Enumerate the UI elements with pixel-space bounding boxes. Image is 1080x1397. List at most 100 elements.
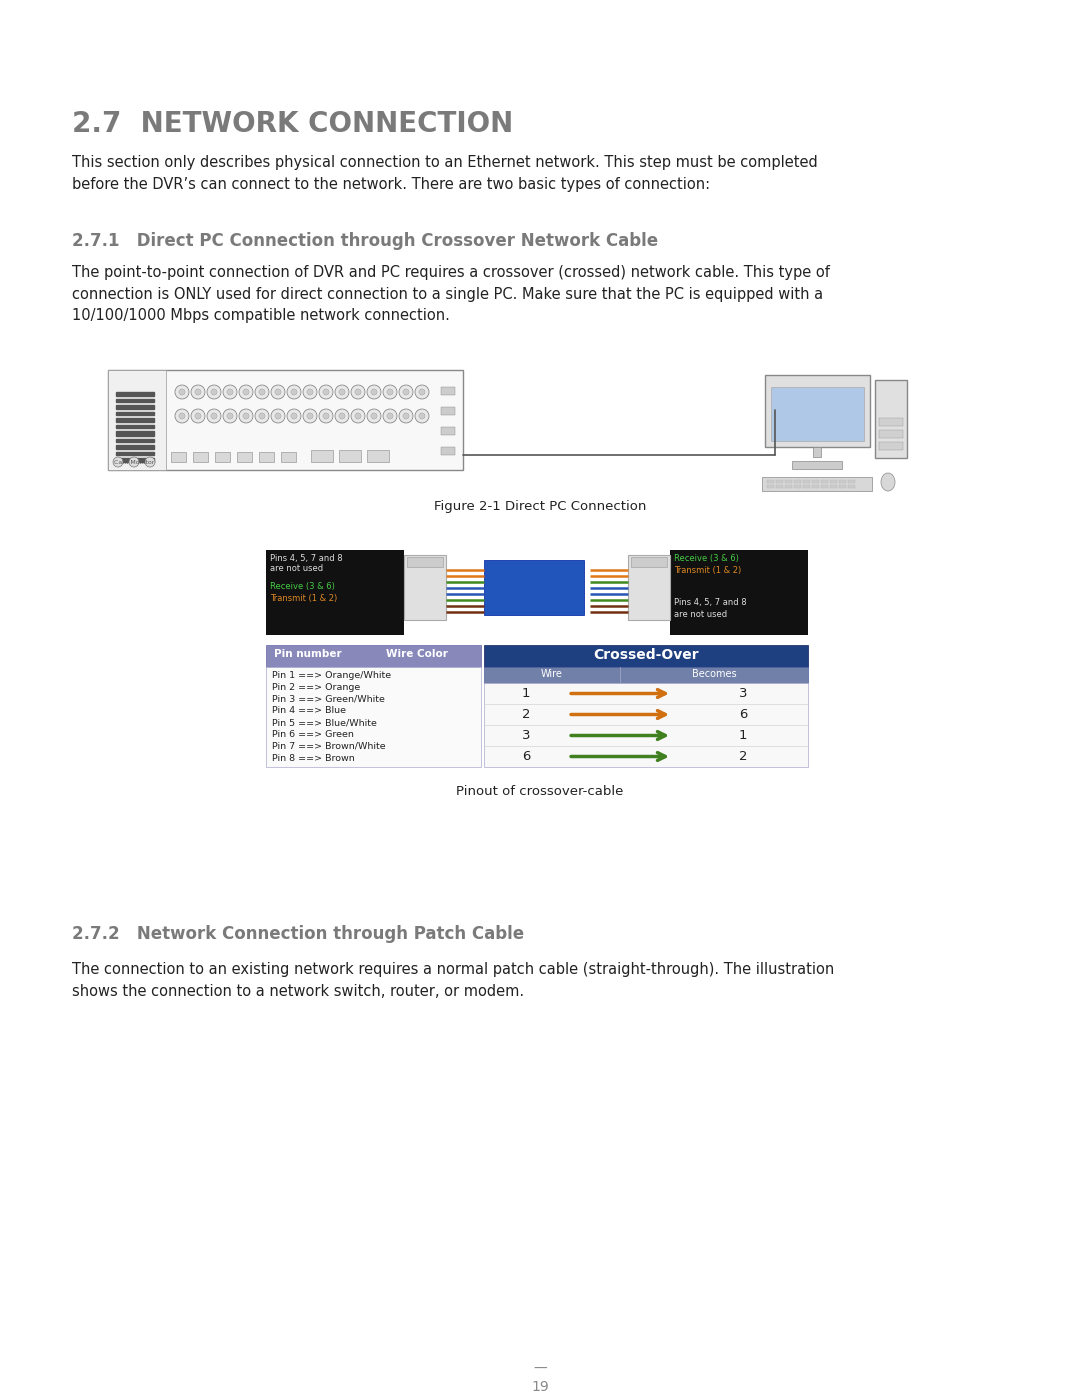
Bar [311,450,333,462]
Text: —: — [534,1362,546,1376]
Bar [670,550,808,636]
Circle shape [145,457,156,467]
Bar [812,485,819,488]
Bar [879,418,903,426]
Text: 6: 6 [522,750,530,763]
Bar [116,412,154,415]
Circle shape [387,414,393,419]
Circle shape [207,386,221,400]
Bar [116,453,154,455]
Circle shape [191,386,205,400]
Circle shape [259,414,265,419]
Circle shape [222,409,237,423]
Text: are not used: are not used [674,610,727,619]
Bar [367,450,389,462]
Circle shape [222,386,237,400]
Bar [821,481,828,483]
Text: Pinout of crossover-cable: Pinout of crossover-cable [457,785,623,798]
Circle shape [239,386,253,400]
Text: Cam Monitor: Cam Monitor [114,460,154,465]
Circle shape [275,388,281,395]
Circle shape [195,414,201,419]
Circle shape [319,386,333,400]
Circle shape [383,409,397,423]
Circle shape [259,388,265,395]
Circle shape [207,409,221,423]
Bar [116,432,154,436]
Bar [631,557,667,567]
Text: 2.7.2   Network Connection through Patch Cable: 2.7.2 Network Connection through Patch C… [72,925,524,943]
Circle shape [367,386,381,400]
Circle shape [323,388,329,395]
Circle shape [175,409,189,423]
Circle shape [351,409,365,423]
Circle shape [307,388,313,395]
Circle shape [419,414,426,419]
Circle shape [287,409,301,423]
Circle shape [195,388,201,395]
Text: Becomes: Becomes [691,669,737,679]
Text: 3: 3 [522,729,530,742]
Text: Wire Color: Wire Color [386,650,448,659]
Circle shape [243,388,249,395]
Bar [266,550,404,636]
Bar [839,485,846,488]
Circle shape [291,414,297,419]
Bar [116,393,154,395]
Text: Figure 2-1 Direct PC Connection: Figure 2-1 Direct PC Connection [434,500,646,513]
Bar [767,481,774,483]
Bar [215,453,230,462]
Circle shape [307,414,313,419]
Text: are not used: are not used [270,564,323,573]
Bar [441,407,455,415]
Bar [794,481,801,483]
Bar [831,481,837,483]
Bar [441,447,455,455]
Bar [266,666,481,767]
Circle shape [399,386,413,400]
Text: Pin 6 ==> Green: Pin 6 ==> Green [272,731,354,739]
Text: 1: 1 [739,729,747,742]
Circle shape [239,409,253,423]
Bar [484,683,808,767]
Text: 2: 2 [522,708,530,721]
Circle shape [403,414,409,419]
Circle shape [113,457,123,467]
Text: Pin 4 ==> Blue: Pin 4 ==> Blue [272,707,346,715]
Circle shape [255,409,269,423]
Bar [627,555,670,620]
Bar [762,476,872,490]
Bar [804,481,810,483]
Bar [441,387,455,395]
Circle shape [303,409,318,423]
Bar [848,485,855,488]
Bar [404,555,446,620]
Circle shape [383,386,397,400]
Circle shape [419,388,426,395]
Bar [281,453,296,462]
Circle shape [179,388,185,395]
Bar [116,418,154,422]
Bar [116,405,154,409]
Text: The connection to an existing network requires a normal patch cable (straight-th: The connection to an existing network re… [72,963,834,999]
Bar [879,441,903,450]
Circle shape [335,409,349,423]
Bar [116,425,154,427]
Text: Wire: Wire [541,669,563,679]
Circle shape [399,409,413,423]
Bar [777,481,783,483]
Text: Receive (3 & 6): Receive (3 & 6) [270,583,335,591]
Bar [794,485,801,488]
Bar [792,461,842,469]
Circle shape [339,388,345,395]
Bar [259,453,274,462]
Circle shape [227,388,233,395]
Text: Pin 1 ==> Orange/White: Pin 1 ==> Orange/White [272,671,391,680]
Bar [116,446,154,448]
Circle shape [355,388,361,395]
Bar [237,453,252,462]
Text: 2: 2 [739,750,747,763]
Circle shape [175,386,189,400]
Circle shape [415,386,429,400]
Circle shape [191,409,205,423]
